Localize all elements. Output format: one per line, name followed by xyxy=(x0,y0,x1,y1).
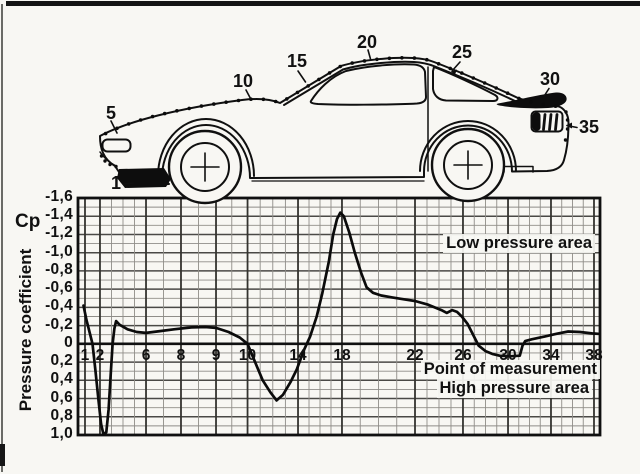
y-tick-label: -1,6 xyxy=(45,188,73,205)
x-tick-label-6: 6 xyxy=(141,346,151,364)
x-tick-label-2: 2 xyxy=(95,346,105,364)
car-point-label-15: 15 xyxy=(286,51,308,71)
car-point-label-25: 25 xyxy=(451,42,473,62)
car-nose-lower-line xyxy=(99,151,117,167)
page-left-border xyxy=(1,4,3,472)
car-side-view-drawing xyxy=(99,49,578,205)
car-roof-inner-line xyxy=(342,60,517,103)
car-label-leader-lines xyxy=(110,49,578,185)
low-pressure-area-label: Low pressure area xyxy=(443,234,595,253)
y-tick-label: 0,2 xyxy=(50,352,73,370)
car-rear-rim xyxy=(443,140,493,190)
car-point-label-1: 1 xyxy=(110,173,121,193)
car-grille-slot xyxy=(101,138,132,153)
y-tick-label: -1,2 xyxy=(45,224,73,242)
y-tick-label: -1,4 xyxy=(45,206,73,224)
x-tick-label-14: 14 xyxy=(289,346,307,364)
x-tick-label-34: 34 xyxy=(542,346,560,364)
x-tick-label-26: 26 xyxy=(454,346,472,364)
y-tick-label: -1,0 xyxy=(45,242,73,260)
plot-border xyxy=(76,196,602,437)
y-tick-label: 0,8 xyxy=(50,406,73,424)
car-windshield-line xyxy=(283,68,344,106)
y-tick-label: -0,4 xyxy=(45,297,73,315)
car-measurement-dots xyxy=(103,56,558,136)
x-tick-label-8: 8 xyxy=(176,346,186,364)
x-axis-title: Point of measurement xyxy=(420,360,600,379)
x-tick-label-18: 18 xyxy=(333,346,351,364)
x-tick-label-1: 1 xyxy=(80,346,90,364)
car-door-window xyxy=(309,63,427,106)
car-point-label-35: 35 xyxy=(578,117,600,137)
x-tick-label-9: 9 xyxy=(211,346,221,364)
page-top-border xyxy=(6,1,640,6)
y-tick-label: 0,6 xyxy=(50,388,73,406)
car-point-label-30: 30 xyxy=(539,69,561,89)
page-edge-mark xyxy=(0,444,5,466)
car-point-label-5: 5 xyxy=(105,103,116,123)
car-front-arch-lip xyxy=(157,118,255,177)
y-tick-label: -0,6 xyxy=(45,279,73,297)
car-taillight-dark-cap xyxy=(532,112,541,131)
cp-axis-symbol: Cp xyxy=(15,211,41,232)
cp-curve xyxy=(82,211,600,436)
car-point-label-20: 20 xyxy=(356,32,378,52)
x-tick-label-38: 38 xyxy=(585,346,603,364)
car-rear-hub-cross xyxy=(453,150,483,180)
car-rear-arch-lip xyxy=(419,120,517,172)
y-tick-label: 1,0 xyxy=(50,425,73,442)
car-taillight xyxy=(530,110,564,133)
y-tick-label: -0,2 xyxy=(45,315,73,333)
car-taillight-slats xyxy=(542,113,559,131)
x-tick-label-30: 30 xyxy=(499,346,517,364)
car-front-hub-cross xyxy=(190,152,220,182)
leader-arrowhead-25 xyxy=(451,69,457,75)
x-tick-label-10: 10 xyxy=(238,346,257,364)
car-body-outline xyxy=(99,56,570,188)
car-front-rim xyxy=(180,142,230,192)
high-pressure-area-label: High pressure area xyxy=(436,379,592,398)
y-tick-label: 0,4 xyxy=(50,370,73,388)
car-quarter-window xyxy=(432,66,499,102)
x-tick-label-22: 22 xyxy=(406,346,424,364)
y-tick-label: 0 xyxy=(64,333,73,351)
car-point-label-10: 10 xyxy=(232,71,254,91)
car-measurement-contour xyxy=(103,58,558,135)
y-tick-label: -0,8 xyxy=(45,260,73,278)
